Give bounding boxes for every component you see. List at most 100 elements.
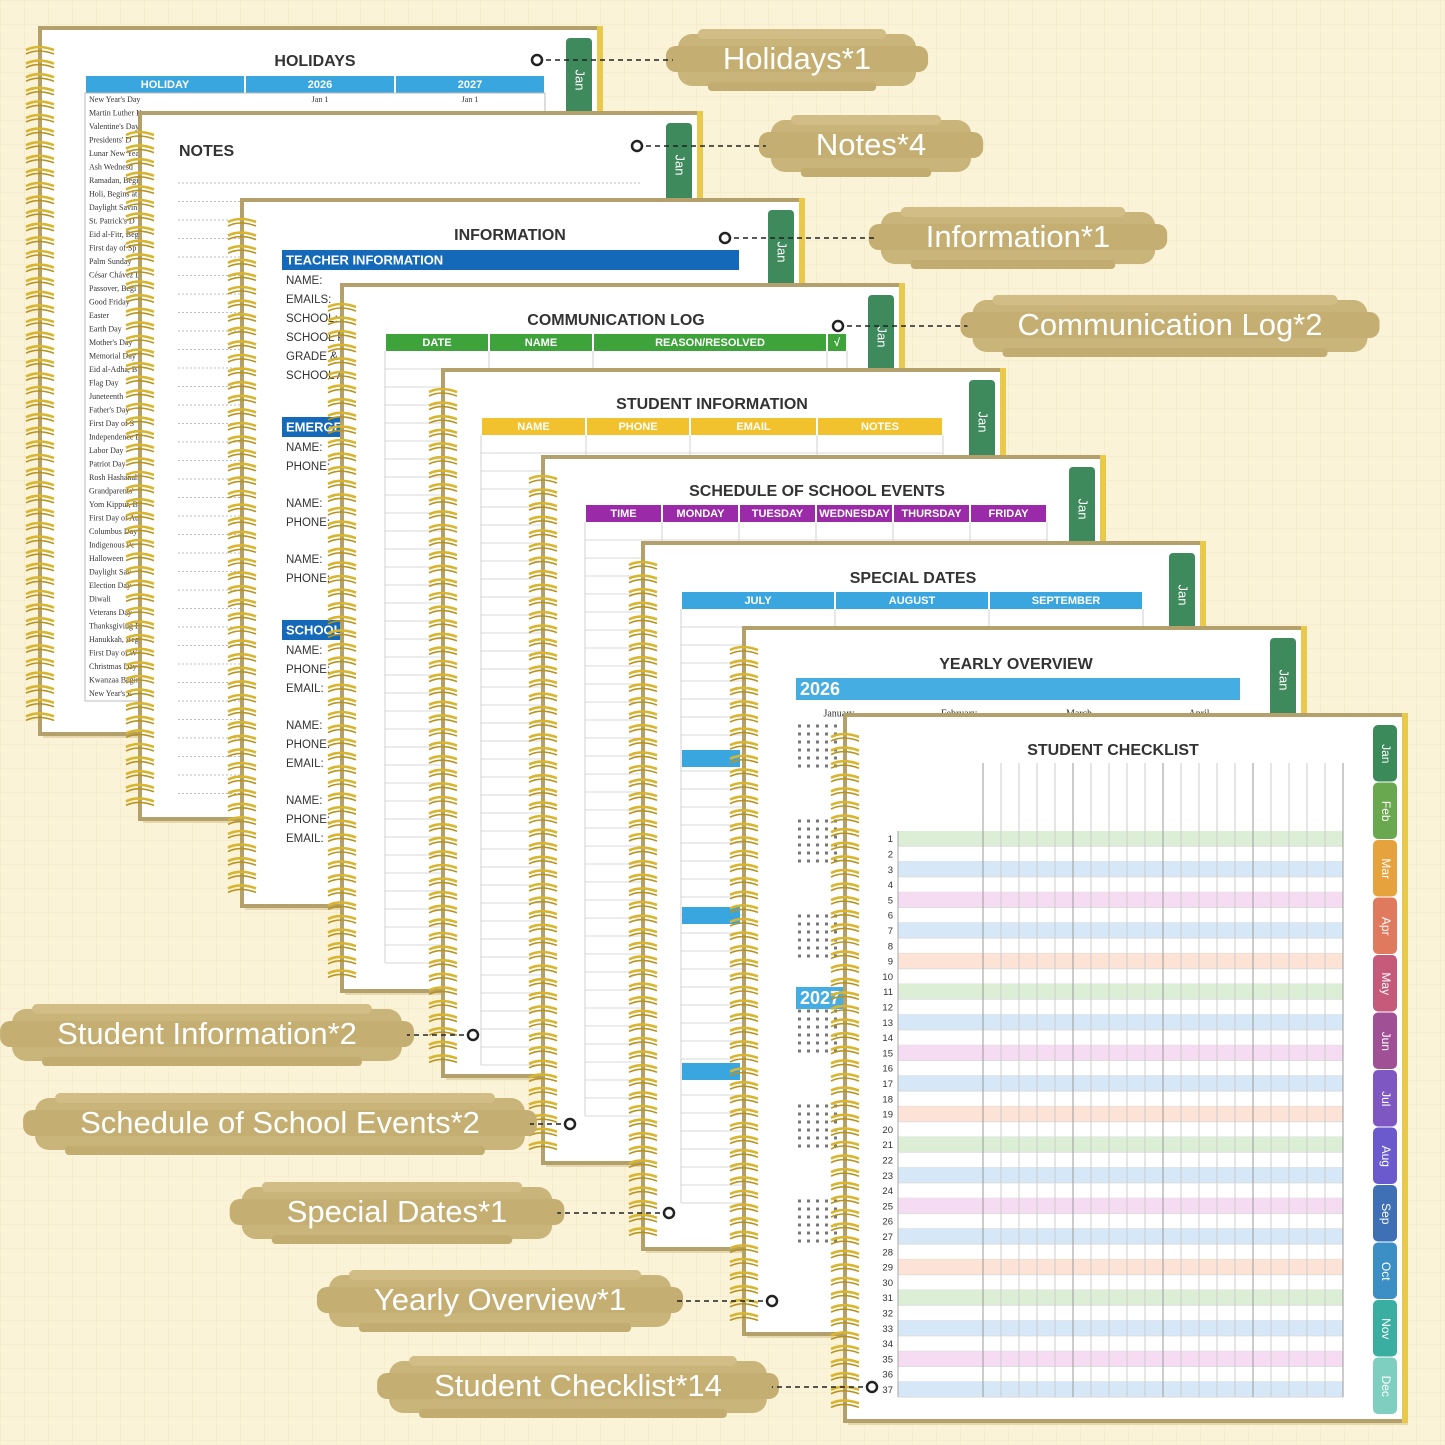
spiral-ring — [428, 877, 458, 883]
spiral-ring — [125, 203, 155, 208]
field-label: NAME: — [286, 442, 322, 454]
spiral-ring — [327, 688, 357, 693]
spiral-ring — [227, 711, 257, 717]
spiral-ring — [327, 456, 357, 462]
row-number: 35 — [882, 1354, 893, 1365]
spiral-ring — [628, 1050, 658, 1056]
spiral-ring — [227, 371, 257, 377]
spiral-ring — [830, 1063, 860, 1069]
spiral-ring — [125, 375, 155, 382]
brush — [910, 260, 1116, 269]
spiral-ring — [227, 693, 257, 700]
spiral-ring — [428, 550, 458, 557]
holiday-name: Flag Day — [89, 378, 119, 387]
spiral-ring — [528, 520, 558, 525]
spiral-ring — [227, 748, 257, 754]
row-number: 2 — [888, 849, 893, 860]
page-title: SCHEDULE OF SCHOOL EVENTS — [689, 483, 945, 500]
spiral-ring — [227, 625, 257, 632]
spiral-ring — [227, 816, 257, 822]
spiral-ring — [830, 1254, 860, 1259]
spiral-ring — [227, 875, 257, 880]
spiral-ring — [729, 1012, 759, 1019]
spiral-ring — [628, 655, 658, 662]
spiral-ring — [830, 1281, 860, 1286]
spiral-ring — [729, 999, 759, 1005]
row-shade — [898, 953, 1343, 969]
spiral-ring — [125, 176, 155, 181]
spiral-ring — [125, 638, 155, 643]
column-header-label: THURSDAY — [901, 508, 962, 520]
spiral-ring — [428, 591, 458, 598]
spiral-ring — [25, 154, 55, 161]
spiral-ring — [25, 494, 55, 501]
spiral-ring — [25, 521, 55, 528]
spiral-ring — [125, 212, 155, 218]
spiral-ring — [25, 50, 55, 55]
spiral-ring — [327, 588, 357, 594]
spiral-ring — [830, 1131, 860, 1137]
spiral-ring — [227, 698, 257, 703]
column-header — [817, 505, 892, 522]
brush-stroke — [960, 295, 1380, 357]
spiral-ring — [25, 526, 55, 531]
spiral-ring — [729, 976, 759, 982]
spiral-ring — [227, 421, 257, 428]
leader-dot — [765, 1294, 779, 1308]
spiral-ring — [528, 597, 558, 603]
spiral-ring — [327, 656, 357, 662]
spiral-ring — [25, 675, 55, 681]
spiral-ring — [830, 1099, 860, 1106]
callout-label: Schedule of School Events*2 — [80, 1105, 480, 1140]
spiral-ring — [830, 1303, 860, 1310]
spiral-ring — [227, 353, 257, 360]
spiral-ring — [227, 779, 257, 785]
row-shade — [898, 1290, 1343, 1306]
spiral-ring — [528, 569, 558, 576]
spiral-ring — [125, 484, 155, 490]
spiral-ring — [628, 791, 658, 798]
spiral-ring — [227, 639, 257, 645]
spiral-ring — [528, 651, 558, 658]
spiral-ring — [327, 511, 357, 516]
spiral-ring — [830, 1022, 860, 1028]
row-shade — [898, 1045, 1343, 1061]
section-title: TEACHER INFORMATION — [286, 252, 443, 267]
spiral-ring — [227, 394, 257, 401]
spiral-ring — [729, 1031, 759, 1036]
holiday-name: Holi, Begins at — [89, 189, 138, 198]
spiral-ring — [25, 331, 55, 337]
spiral-ring — [125, 606, 155, 613]
spiral-ring — [25, 267, 55, 273]
leader-dot — [530, 53, 544, 67]
spiral-ring — [428, 745, 458, 751]
spiral-ring — [327, 479, 357, 486]
spiral-ring — [227, 571, 257, 577]
tab-label: Jan — [875, 327, 890, 348]
spiral-ring — [628, 968, 658, 975]
spiral-ring — [327, 973, 357, 979]
spiral-ring — [830, 1145, 860, 1150]
field-label: PHONE: — [286, 814, 330, 826]
spiral-ring — [830, 868, 860, 875]
spiral-ring — [227, 616, 257, 622]
spiral-ring — [125, 760, 155, 766]
spiral-ring — [830, 778, 860, 783]
spiral-ring — [25, 576, 55, 582]
column-header — [246, 76, 394, 93]
spiral-ring — [528, 801, 558, 807]
spiral-ring — [528, 882, 558, 889]
holiday-name: First Day of S — [89, 419, 134, 428]
spiral-ring — [729, 881, 759, 886]
holiday-name: Eid al-Adha, B — [89, 365, 137, 374]
column-header-label: √ — [834, 337, 841, 349]
spiral-ring — [25, 712, 55, 718]
spiral-ring — [528, 968, 558, 974]
spiral-ring — [125, 611, 155, 616]
brush — [0, 1021, 414, 1047]
row-shade — [898, 1320, 1343, 1336]
spiral-ring — [25, 648, 55, 654]
month-tab-label: Apr — [1379, 917, 1393, 936]
row-number: 29 — [882, 1263, 893, 1274]
spiral-ring — [125, 429, 155, 436]
